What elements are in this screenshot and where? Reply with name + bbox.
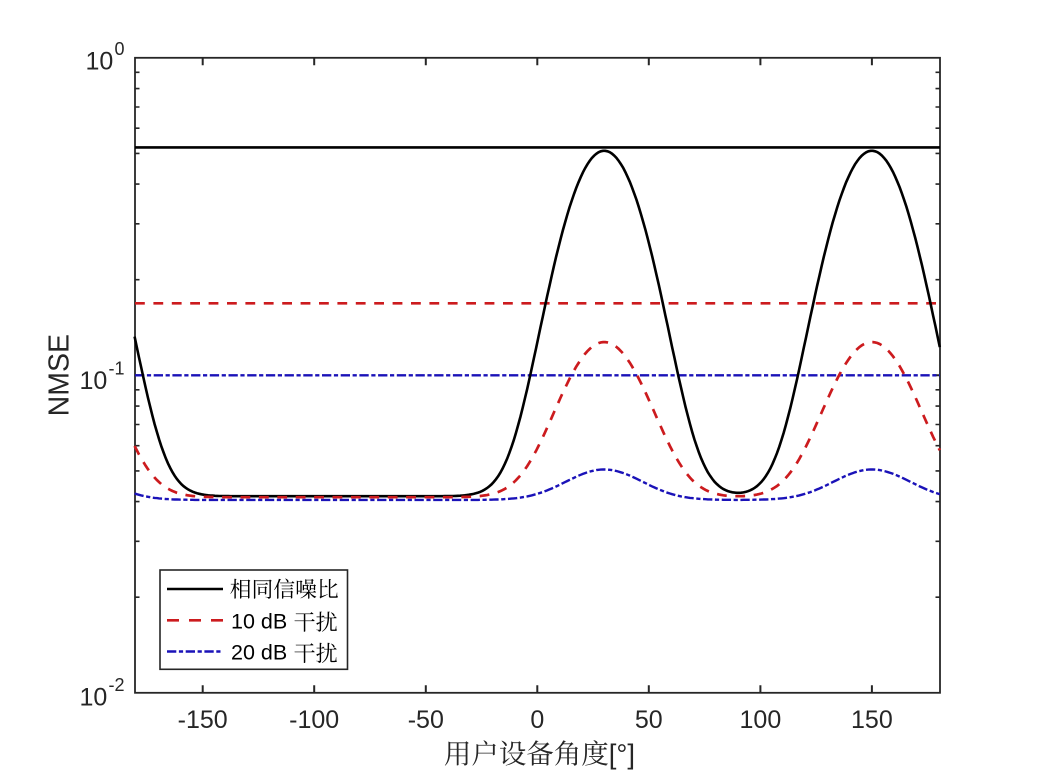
svg-text:NMSE: NMSE <box>43 334 75 416</box>
svg-text:-100: -100 <box>289 706 339 734</box>
svg-text:-2: -2 <box>109 675 125 695</box>
svg-text:0: 0 <box>115 39 125 59</box>
svg-text:10: 10 <box>86 48 114 76</box>
svg-text:-50: -50 <box>408 706 444 734</box>
svg-text:-150: -150 <box>178 706 228 734</box>
svg-text:10: 10 <box>80 684 108 712</box>
svg-text:0: 0 <box>530 706 544 734</box>
svg-text:10 dB: 10 dB <box>231 610 287 634</box>
svg-text:10: 10 <box>80 367 108 395</box>
svg-text:150: 150 <box>851 706 893 734</box>
svg-text:100: 100 <box>740 706 782 734</box>
svg-text:20 dB: 20 dB <box>231 641 287 665</box>
svg-text:-1: -1 <box>109 359 125 379</box>
svg-text:[°]: [°] <box>609 739 635 770</box>
svg-text:50: 50 <box>635 706 663 734</box>
